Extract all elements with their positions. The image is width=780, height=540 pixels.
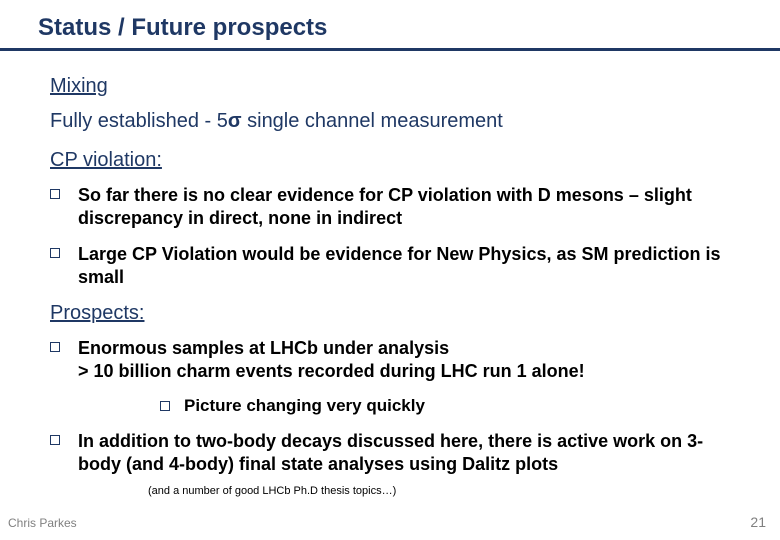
section-mixing: Mixing [50, 75, 740, 98]
list-item: Enormous samples at LHCb under analysis>… [50, 337, 740, 382]
footer-page-number: 21 [750, 514, 766, 530]
square-bullet-icon [50, 189, 60, 199]
list-item: So far there is no clear evidence for CP… [50, 184, 740, 229]
cp-bullets: So far there is no clear evidence for CP… [50, 184, 740, 288]
content-area: Mixing Fully established - 5σ single cha… [0, 75, 780, 497]
slide-title: Status / Future prospects [38, 14, 780, 42]
square-bullet-icon [50, 342, 60, 352]
sigma-symbol: σ [228, 110, 242, 132]
bullet-text: So far there is no clear evidence for CP… [78, 184, 740, 229]
mixing-prefix: Fully established - 5 [50, 110, 228, 132]
mixing-suffix: single channel measurement [242, 110, 503, 132]
square-bullet-icon [160, 401, 170, 411]
section-prospects: Prospects: [50, 302, 740, 325]
prospects-bullets: Enormous samples at LHCb under analysis>… [50, 337, 740, 475]
footnote: (and a number of good LHCb Ph.D thesis t… [148, 485, 740, 497]
list-item: In addition to two-body decays discussed… [50, 430, 740, 475]
title-rule: Status / Future prospects [0, 0, 780, 51]
mixing-body: Fully established - 5σ single channel me… [50, 110, 740, 133]
bullet-text: Enormous samples at LHCb under analysis>… [78, 337, 585, 382]
list-item-nested: Picture changing very quickly [160, 396, 740, 416]
footer-author: Chris Parkes [8, 516, 77, 530]
bullet-text: In addition to two-body decays discussed… [78, 430, 740, 475]
square-bullet-icon [50, 435, 60, 445]
section-cp: CP violation: [50, 149, 740, 172]
list-item: Large CP Violation would be evidence for… [50, 243, 740, 288]
bullet-text: Picture changing very quickly [184, 396, 425, 416]
square-bullet-icon [50, 248, 60, 258]
bullet-text: Large CP Violation would be evidence for… [78, 243, 740, 288]
slide: Status / Future prospects Mixing Fully e… [0, 0, 780, 540]
